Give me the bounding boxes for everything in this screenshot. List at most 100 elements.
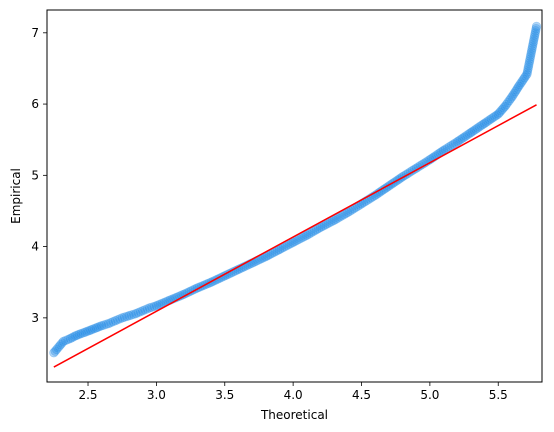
scatter-point-fill xyxy=(99,320,109,330)
scatter-point-fill xyxy=(524,56,535,66)
scatter-point-fill xyxy=(294,234,304,244)
scatter-point-fill xyxy=(509,88,519,98)
scatter-point xyxy=(110,316,120,326)
scatter-point-fill xyxy=(50,346,60,356)
scatter-point-fill xyxy=(531,26,541,36)
scatter-point-fill xyxy=(313,223,324,234)
scatter-point-fill xyxy=(147,302,157,312)
scatter-point-fill xyxy=(521,71,531,81)
scatter-point xyxy=(49,348,59,358)
scatter-point xyxy=(479,118,490,128)
x-tick-label: 4.5 xyxy=(352,388,371,402)
scatter-point-fill xyxy=(508,90,518,100)
scatter-point-fill xyxy=(101,319,111,329)
scatter-point-fill xyxy=(488,112,498,123)
scatter-point-fill xyxy=(523,63,533,73)
scatter-point-fill xyxy=(511,85,522,95)
scatter-point-fill xyxy=(72,330,83,340)
scatter-point-fill xyxy=(503,97,513,108)
scatter-point-fill xyxy=(529,34,539,45)
scatter-point-fill xyxy=(526,47,536,58)
scatter-point-fill xyxy=(133,308,143,318)
scatter-point xyxy=(493,109,503,119)
scatter-point-fill xyxy=(311,225,322,235)
scatter-point xyxy=(103,318,114,329)
x-axis-label: Theoretical xyxy=(260,408,328,422)
scatter-point-fill xyxy=(525,52,536,62)
scatter-point xyxy=(71,331,81,341)
scatter-point-fill xyxy=(528,41,538,51)
scatter-point-fill xyxy=(82,326,92,337)
scatter-point-fill xyxy=(153,300,163,310)
scatter-point-fill xyxy=(524,60,534,71)
scatter-point-fill xyxy=(513,83,523,93)
scatter-point-fill xyxy=(95,321,105,332)
scatter-point-fill xyxy=(491,110,502,120)
axes-frame xyxy=(46,9,543,383)
scatter-point-fill xyxy=(327,216,337,226)
scatter-point xyxy=(452,137,462,147)
x-tick-label: 2.5 xyxy=(78,388,97,402)
scatter-point-fill xyxy=(119,312,130,322)
x-tick-label: 3.0 xyxy=(147,388,166,402)
scatter-point-fill xyxy=(115,314,125,324)
scatter-point-fill xyxy=(304,229,314,239)
scatter-point-fill xyxy=(462,130,473,140)
scatter-point-fill xyxy=(337,211,347,221)
scatter-point-fill xyxy=(515,79,525,90)
scatter-point xyxy=(531,21,542,31)
scatter-point-fill xyxy=(310,226,320,236)
scatter-point-fill xyxy=(518,74,529,84)
scatter-point-fill xyxy=(454,136,464,146)
scatter-point xyxy=(138,306,148,316)
y-axis-ticks: 3 4 5 6 7 xyxy=(31,26,47,325)
scatter-point-fill xyxy=(108,317,118,327)
scatter-point xyxy=(58,336,69,346)
scatter-point xyxy=(144,303,155,313)
scatter-point-fill xyxy=(323,218,333,228)
scatter-point xyxy=(124,311,134,321)
scatter-point xyxy=(500,101,510,111)
scatter-point-fill xyxy=(300,231,310,241)
scatter-point-fill xyxy=(93,322,103,332)
y-tick-label: 7 xyxy=(31,26,39,40)
y-tick-label: 4 xyxy=(31,240,39,254)
scatter-point-fill xyxy=(486,114,497,124)
scatter-point-fill xyxy=(485,115,495,125)
scatter-point-fill xyxy=(456,134,466,145)
scatter-point-fill xyxy=(89,323,99,334)
scatter-point-fill xyxy=(67,332,77,343)
scatter-point-fill xyxy=(333,213,343,223)
scatter-point-fill xyxy=(527,45,537,55)
scatter-point-fill xyxy=(464,129,474,139)
scatter-point-fill xyxy=(51,344,62,355)
scatter-point-fill xyxy=(53,343,63,353)
scatter-point-fill xyxy=(74,329,84,339)
scatter-point-fill xyxy=(325,217,335,227)
x-tick-label: 5.5 xyxy=(489,388,508,402)
scatter-point xyxy=(329,215,339,225)
scatter-point-fill xyxy=(459,132,469,142)
scatter-point-fill xyxy=(461,131,471,141)
scatter-point-fill xyxy=(442,143,453,153)
scatter-point-fill xyxy=(140,305,150,315)
scatter-point-fill xyxy=(87,324,98,334)
scatter-point xyxy=(91,323,101,333)
scatter-point-fill xyxy=(339,210,349,220)
scatter-point-fill xyxy=(531,23,541,34)
scatter-point xyxy=(315,222,326,232)
scatter-point-fill xyxy=(501,99,512,109)
scatter-point-fill xyxy=(495,107,505,118)
scatter-point-fill xyxy=(505,94,516,104)
scatter-point-fill xyxy=(522,67,532,77)
scatter-point-fill xyxy=(292,235,302,245)
scatter-point-fill xyxy=(525,54,535,64)
scatter-point-fill xyxy=(496,106,506,116)
reference-line-group xyxy=(53,104,537,368)
x-tick-label: 3.5 xyxy=(215,388,234,402)
scatter-point-fill xyxy=(497,104,507,114)
scatter-point-fill xyxy=(468,126,478,137)
scatter-point-fill xyxy=(510,86,520,97)
scatter-point-fill xyxy=(481,117,491,127)
